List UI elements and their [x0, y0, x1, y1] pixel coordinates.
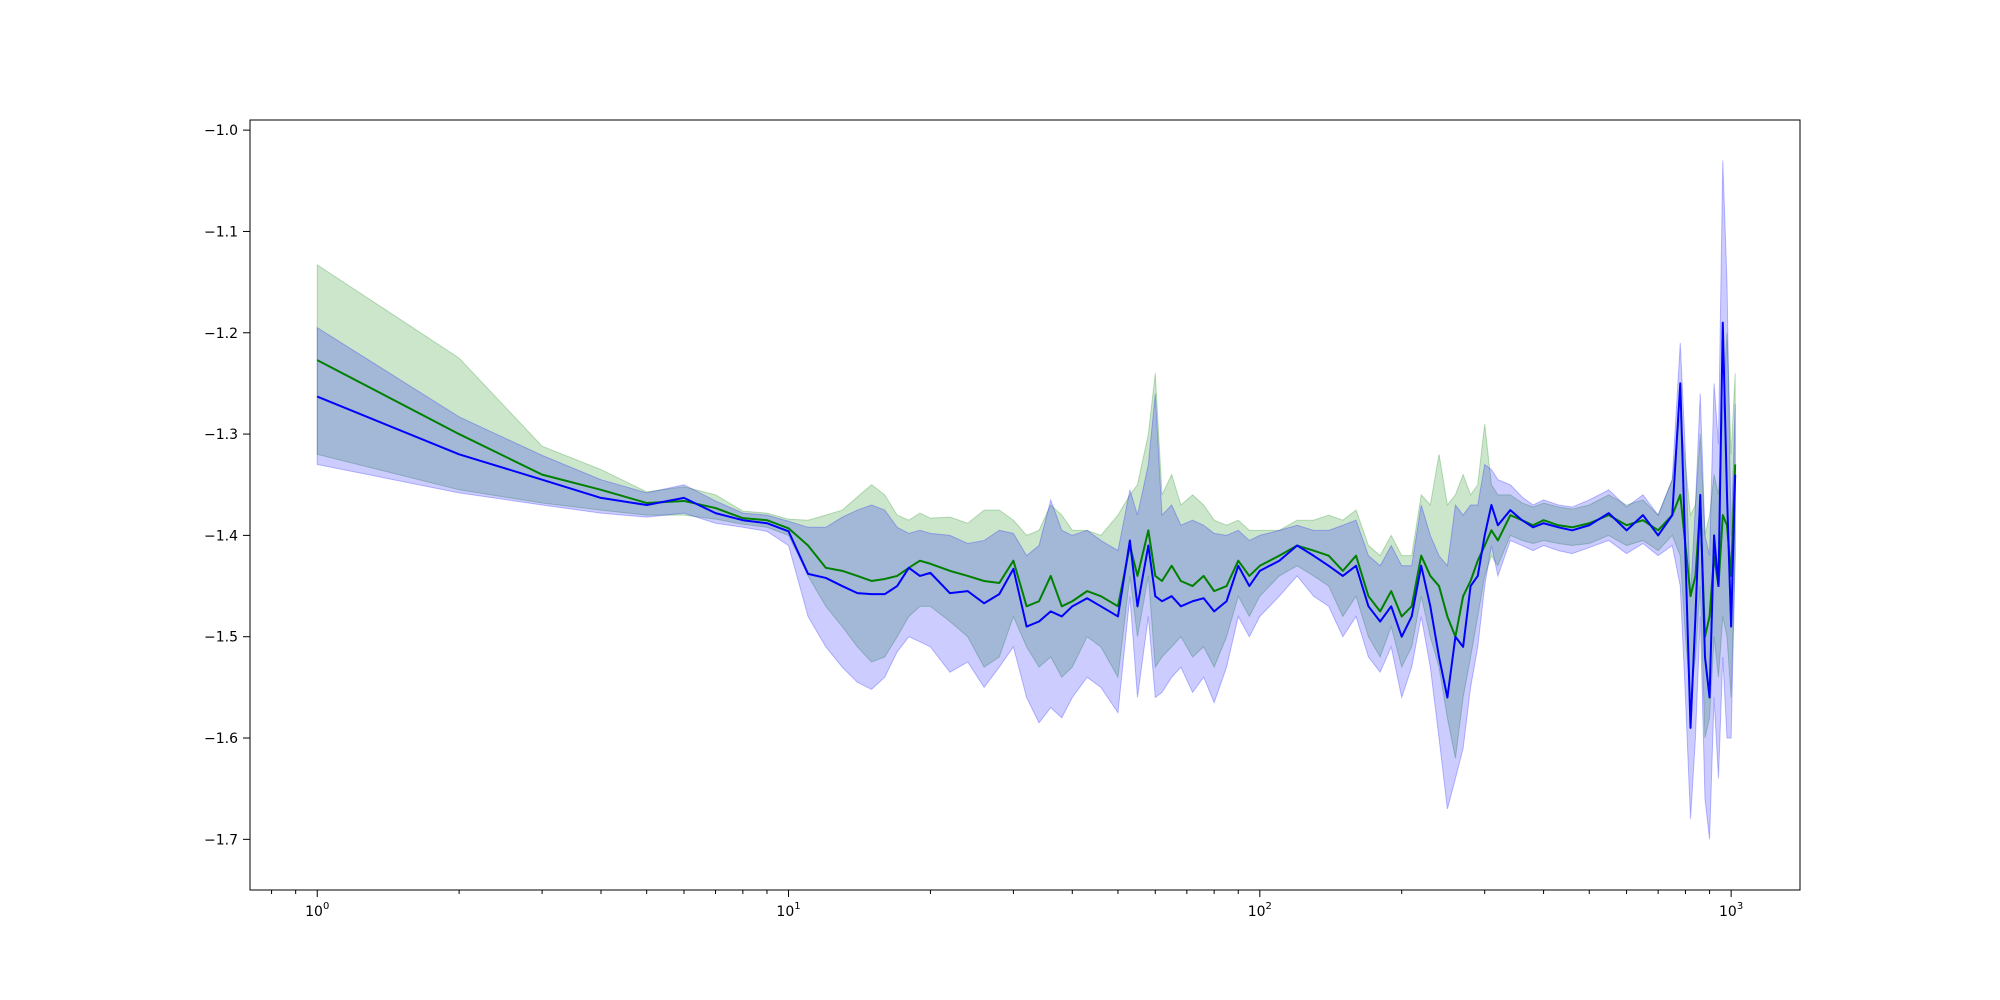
x-tick-label-base: 10 [305, 904, 323, 920]
x-tick-label: 102 [1248, 901, 1272, 920]
x-tick-label-base: 10 [776, 904, 794, 920]
series-1-line [316, 321, 1737, 729]
plot-area [250, 120, 1800, 890]
series-1-band [316, 160, 1736, 840]
x-tick-label: 101 [776, 901, 800, 920]
x-tick-label-base: 10 [1719, 904, 1737, 920]
y-tick-label: −1.0 [204, 123, 238, 139]
x-tick-label-exponent: 0 [323, 901, 329, 912]
x-tick-label-exponent: 1 [794, 901, 800, 912]
y-tick-label: −1.2 [204, 326, 238, 342]
y-tick-label: −1.5 [204, 630, 238, 646]
x-axis: 100 101 102 103 [271, 890, 1743, 920]
y-tick-label: −1.3 [204, 427, 238, 443]
x-tick-label-base: 10 [1248, 904, 1266, 920]
series-lines [316, 321, 1737, 729]
series-0-band [316, 263, 1736, 759]
plot-frame [249, 119, 1801, 891]
x-tick-label: 100 [305, 901, 329, 920]
x-tick-label-exponent: 2 [1266, 901, 1272, 912]
x-tick-label-exponent: 3 [1737, 901, 1743, 912]
y-tick-label: −1.4 [204, 528, 238, 544]
y-tick-label: −1.7 [204, 832, 238, 848]
y-tick-label: −1.1 [204, 224, 238, 240]
x-tick-label: 103 [1719, 901, 1743, 920]
y-tick-label: −1.6 [204, 731, 238, 747]
confidence-bands [316, 160, 1736, 840]
y-axis: −1.0 −1.1 −1.2 −1.3 −1.4 −1.5 −1.6 −1.7 [204, 123, 250, 848]
